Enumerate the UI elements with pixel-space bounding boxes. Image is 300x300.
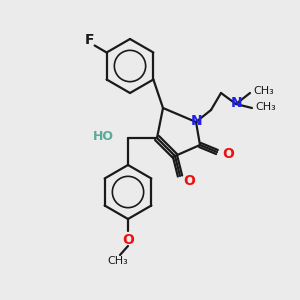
Text: CH₃: CH₃ (255, 102, 276, 112)
Text: CH₃: CH₃ (108, 256, 128, 266)
Text: HO: HO (93, 130, 114, 142)
Text: N: N (231, 96, 243, 110)
Text: CH₃: CH₃ (253, 86, 274, 96)
Text: F: F (85, 34, 94, 47)
Text: O: O (122, 233, 134, 247)
Text: O: O (222, 147, 234, 161)
Text: N: N (191, 114, 203, 128)
Text: O: O (183, 174, 195, 188)
